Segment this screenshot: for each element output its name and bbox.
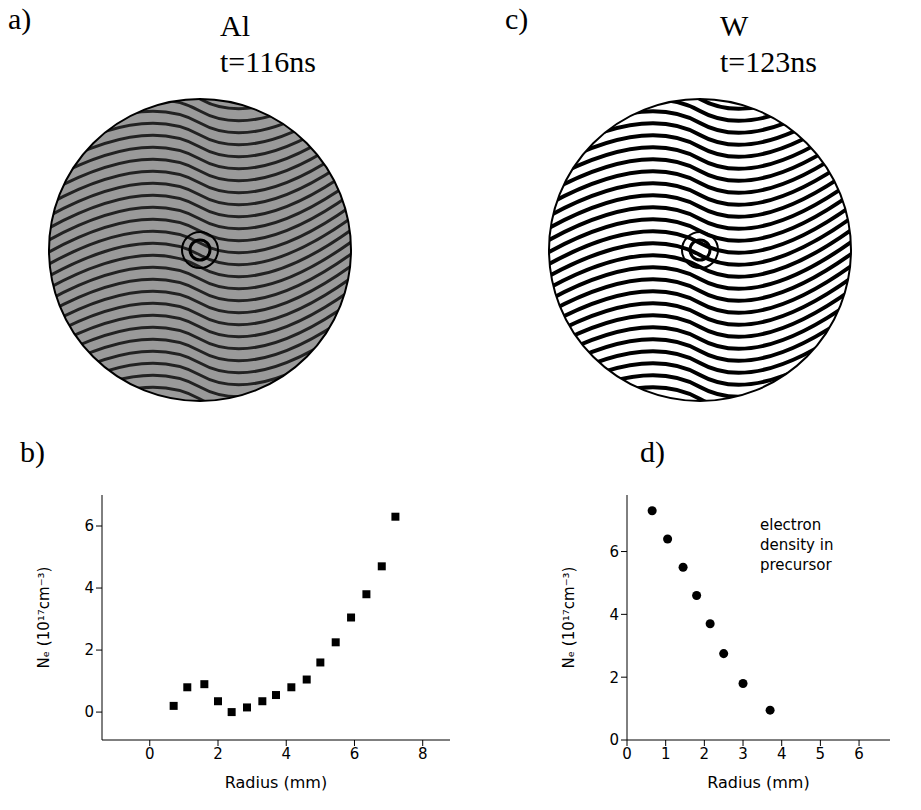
svg-text:0: 0 <box>622 745 632 763</box>
html-text:d): d) <box>640 435 665 468</box>
svg-text:3: 3 <box>738 745 748 763</box>
svg-text:2: 2 <box>609 669 619 687</box>
svg-text:0: 0 <box>145 745 155 763</box>
svg-text:Radius (mm): Radius (mm) <box>225 773 327 792</box>
svg-text:0: 0 <box>84 703 94 721</box>
svg-text:4: 4 <box>281 745 291 763</box>
html-text:t=116ns: t=116ns <box>220 45 316 78</box>
html-text:Al: Al <box>220 9 250 42</box>
svg-text:6: 6 <box>84 517 94 535</box>
svg-text:2: 2 <box>213 745 223 763</box>
svg-text:4: 4 <box>84 579 94 597</box>
svg-text:2: 2 <box>700 745 710 763</box>
html-text:t=123ns: t=123ns <box>720 45 817 78</box>
svg-text:1: 1 <box>661 745 671 763</box>
html-text:W: W <box>720 9 749 42</box>
svg-text:2: 2 <box>84 641 94 659</box>
svg-text:0: 0 <box>609 731 619 749</box>
svg-text:Nₑ (10¹⁷cm⁻³): Nₑ (10¹⁷cm⁻³) <box>35 567 53 669</box>
html-text:a): a) <box>8 2 32 35</box>
svg-text:6: 6 <box>609 543 619 561</box>
svg-text:Nₑ (10¹⁷cm⁻³): Nₑ (10¹⁷cm⁻³) <box>560 567 578 669</box>
html-text:electron density in precursor: electron density in precursor <box>760 516 834 574</box>
html-text:b): b) <box>20 435 45 468</box>
svg-text:4: 4 <box>777 745 787 763</box>
svg-text:8: 8 <box>418 745 428 763</box>
svg-text:5: 5 <box>816 745 826 763</box>
svg-text:6: 6 <box>854 745 864 763</box>
svg-text:4: 4 <box>609 606 619 624</box>
svg-text:6: 6 <box>350 745 360 763</box>
svg-text:Radius (mm): Radius (mm) <box>707 773 809 792</box>
html-text:c): c) <box>505 2 529 35</box>
